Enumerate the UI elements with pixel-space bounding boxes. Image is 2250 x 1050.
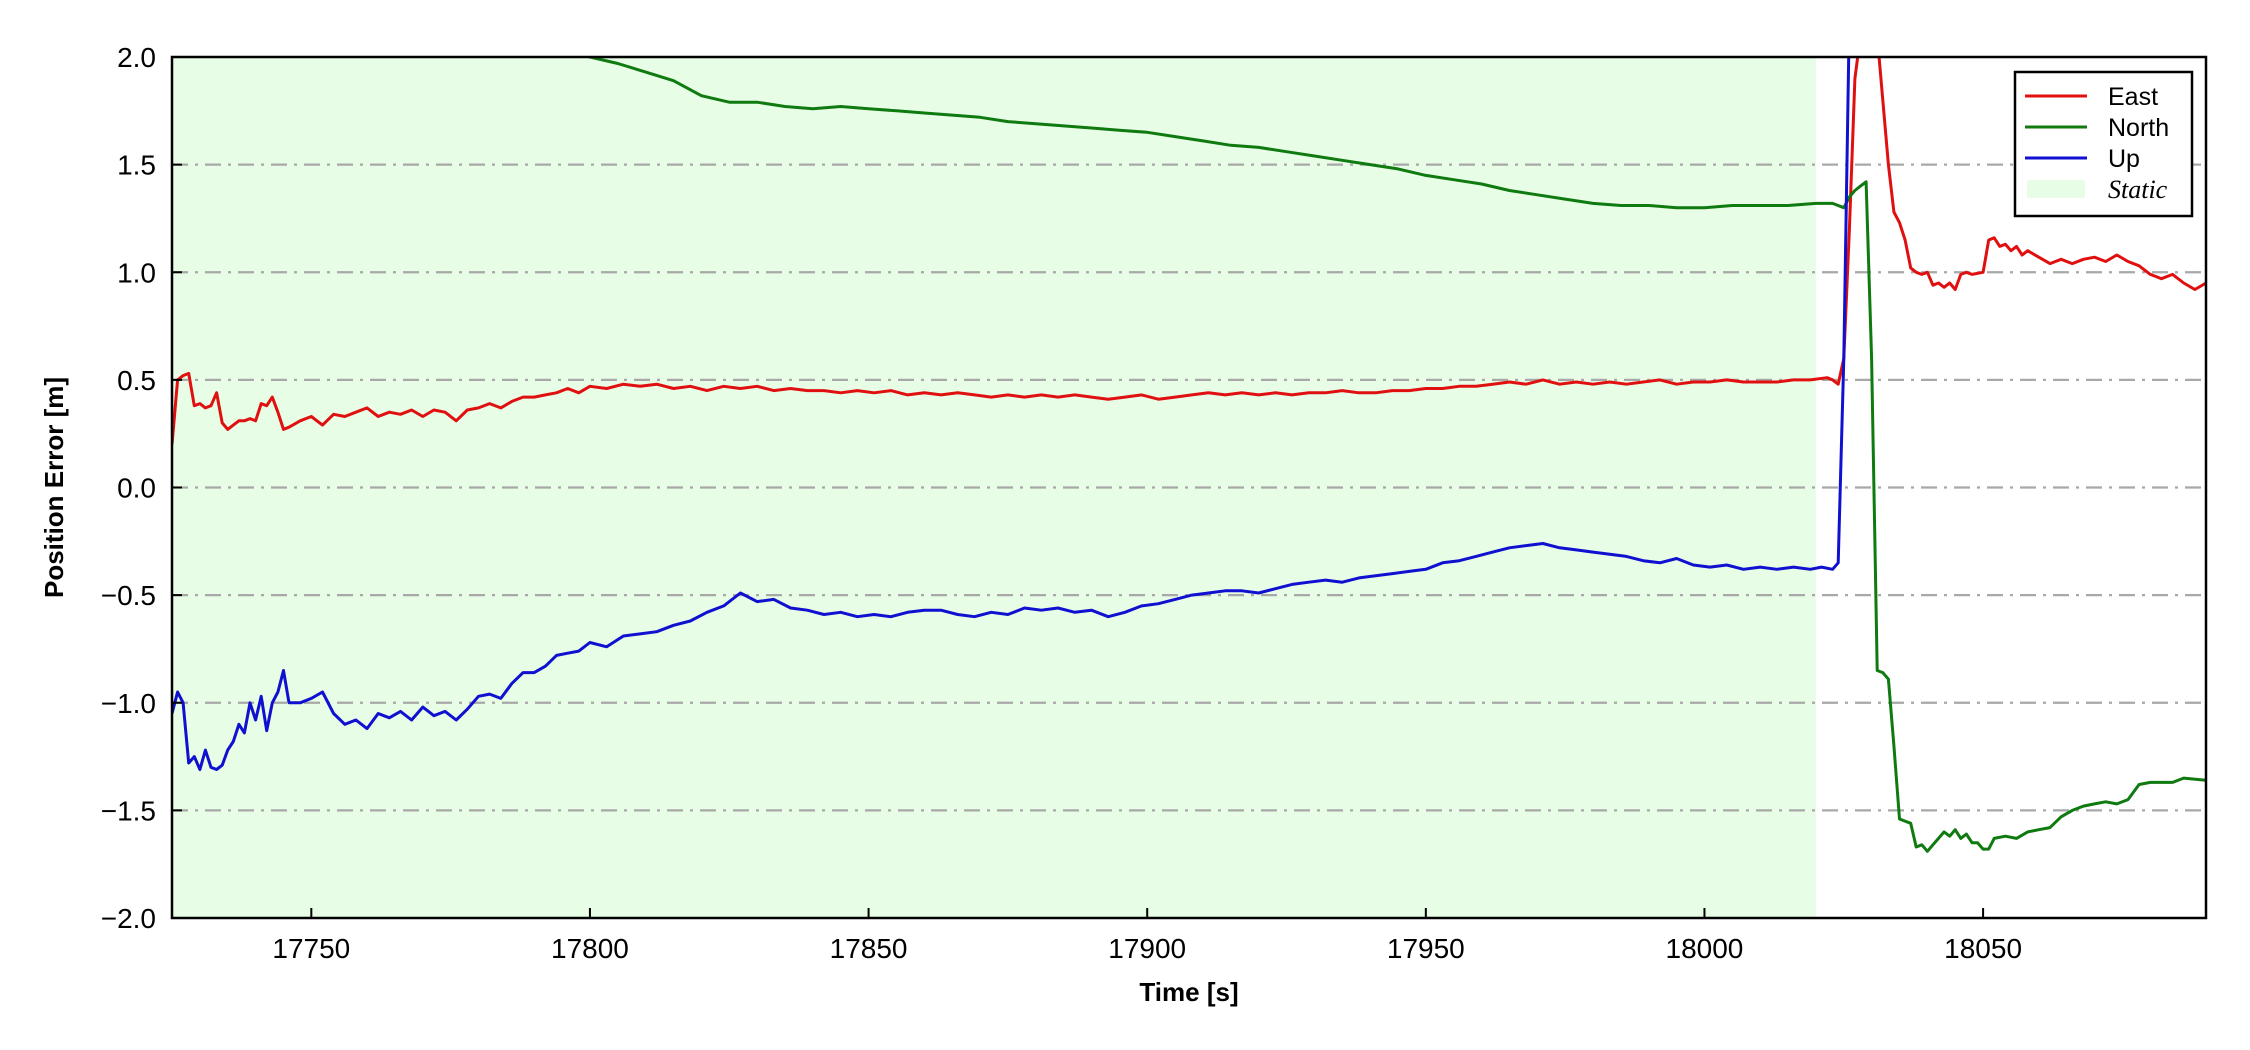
- x-tick-label: 17800: [551, 933, 629, 964]
- y-tick-label: −2.0: [101, 903, 156, 934]
- y-tick-label: 1.5: [117, 150, 156, 181]
- series-line-up: [172, 57, 1851, 771]
- x-tick-label: 17850: [830, 933, 908, 964]
- legend-swatch-static: [2027, 180, 2085, 198]
- y-tick-label: 0.5: [117, 365, 156, 396]
- series-layer: [172, 57, 2206, 853]
- legend-label-up: Up: [2108, 145, 2140, 173]
- x-tick-label: 18000: [1666, 933, 1744, 964]
- x-tick-label: 17950: [1387, 933, 1465, 964]
- legend-label-east: East: [2108, 83, 2158, 111]
- x-tick-label: 18050: [1944, 933, 2022, 964]
- series-line-east: [172, 57, 2206, 445]
- series-line-north: [582, 57, 2206, 853]
- y-tick-label: −1.0: [101, 688, 156, 719]
- y-axis-title: Position Error [m]: [39, 377, 69, 598]
- y-tick-label: −1.5: [101, 795, 156, 826]
- x-tick-label: 17750: [272, 933, 350, 964]
- y-tick-label: 1.0: [117, 257, 156, 288]
- y-tick-label: −0.5: [101, 580, 156, 611]
- tick-layer: 17750 17800 17850 17900 17950 18000 18050 2.0 1.…: [101, 42, 2022, 964]
- x-axis-title: Time [s]: [1139, 977, 1238, 1007]
- y-tick-label: 0.0: [117, 473, 156, 504]
- x-tick-label: 17900: [1108, 933, 1186, 964]
- y-tick-label: 2.0: [117, 42, 156, 73]
- grid-layer: [172, 163, 2206, 812]
- legend-label-north: North: [2108, 114, 2169, 142]
- legend-label-static: Static: [2108, 175, 2168, 204]
- legend: East North Up Static: [2013, 70, 2194, 218]
